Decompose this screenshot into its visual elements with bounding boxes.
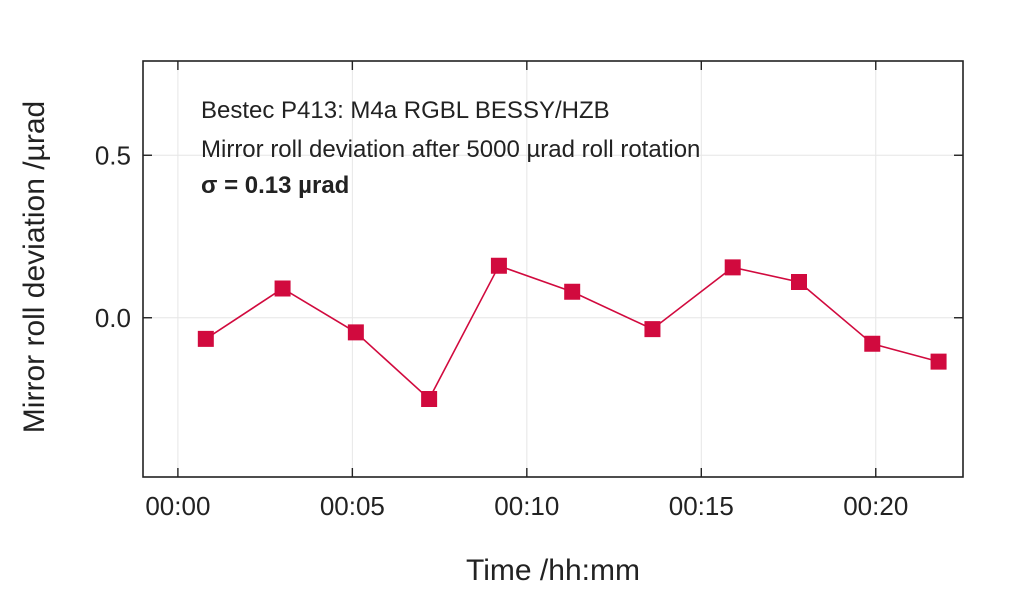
x-tick-label: 00:10 xyxy=(494,491,559,521)
y-tick-label: 0.0 xyxy=(95,303,131,333)
x-axis-label: Time /hh:mm xyxy=(466,554,640,587)
data-point-marker xyxy=(644,321,661,338)
axis-ticks: 00:00 00:05 00:10 00:15 00:20 0.5 0.0 xyxy=(95,61,963,521)
annotation-subtitle: Mirror roll deviation after 5000 µrad ro… xyxy=(201,136,700,163)
data-point-marker xyxy=(274,280,291,297)
annotation-title: Bestec P413: M4a RGBL BESSY/HZB xyxy=(201,97,610,124)
data-point-marker xyxy=(421,391,438,407)
x-tick-label: 00:20 xyxy=(843,491,908,521)
annotation-sigma: σ = 0.13 µrad xyxy=(201,172,349,199)
plot-frame xyxy=(142,60,964,478)
grid xyxy=(143,61,963,477)
data-point-marker xyxy=(490,257,507,274)
y-tick-label: 0.5 xyxy=(95,140,131,170)
data-point-marker xyxy=(197,330,214,347)
data-point-marker xyxy=(347,324,364,341)
x-tick-label: 00:15 xyxy=(669,491,734,521)
x-tick-label: 00:00 xyxy=(145,491,210,521)
data-point-marker xyxy=(791,274,807,290)
data-point-marker xyxy=(864,335,881,352)
y-axis-label: Mirror roll deviation /µrad xyxy=(18,101,51,433)
data-point-marker xyxy=(930,353,947,370)
x-tick-label: 00:05 xyxy=(320,491,385,521)
data-point-marker xyxy=(564,283,581,300)
data-point-marker xyxy=(724,259,741,276)
data-series xyxy=(197,257,947,407)
